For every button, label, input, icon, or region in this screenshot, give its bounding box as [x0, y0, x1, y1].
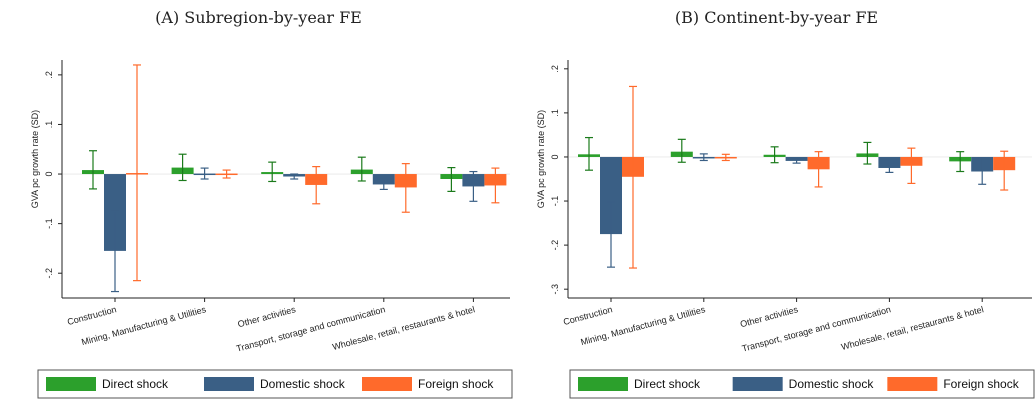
direct-shock-legend-swatch [46, 377, 96, 391]
domestic-shock-bar [878, 156, 901, 168]
y-tick-label: 0 [550, 154, 560, 159]
domestic-shock-legend-label: Domestic shock [260, 377, 346, 391]
panel-title: (B) Continent-by-year FE [674, 8, 879, 27]
y-axis-label: GVA pc growth rate (SD) [30, 110, 40, 208]
y-tick-label: 0 [44, 172, 54, 177]
y-tick-label: -.1 [44, 218, 54, 229]
direct-shock-legend-label: Direct shock [634, 377, 701, 391]
x-tick-label: Other activities [739, 304, 800, 329]
y-tick-label: .1 [44, 121, 54, 129]
y-tick-label: -.3 [550, 284, 560, 295]
foreign-shock-legend-swatch [362, 377, 412, 391]
x-tick-label: Transport, storage and communication [235, 304, 386, 353]
y-tick-label: .1 [550, 109, 560, 117]
bar-chart-b: -.3 -.2 -.1 0 .1 .2 GVA pc growth rate (SD) Con… [536, 60, 1035, 399]
y-tick-label: .2 [44, 71, 54, 79]
x-tick-label: Construction [562, 304, 613, 327]
domestic-shock-legend-label: Domestic shock [789, 377, 875, 391]
foreign-shock-legend-label: Foreign shock [943, 377, 1019, 391]
y-axis-label: GVA pc growth rate (SD) [536, 110, 546, 208]
foreign-shock-legend-swatch [887, 377, 938, 391]
x-tick-label: Transport, storage and communication [741, 304, 892, 353]
y-tick-label: -.2 [550, 240, 560, 251]
y-tick-label: -.1 [550, 196, 560, 207]
panel-title: (A) Subregion-by-year FE [155, 8, 362, 27]
y-tick-label: -.2 [44, 268, 54, 279]
panel-b: (B) Continent-by-year FE -.3 -.2 -.1 0 .1 .2 G… [518, 0, 1035, 416]
x-tick-label: Wholesale, retail, restaurants & hotel [331, 304, 476, 352]
x-tick-label: Other activities [237, 304, 298, 329]
direct-shock-legend-label: Direct shock [102, 377, 169, 391]
domestic-shock-legend-swatch [732, 377, 783, 391]
legend-box [569, 369, 1035, 399]
direct-shock-legend-swatch [578, 377, 628, 391]
y-tick-label: .2 [550, 65, 560, 73]
domestic-shock-bar [600, 156, 622, 235]
legend-box [37, 369, 513, 399]
domestic-shock-legend-swatch [204, 377, 254, 391]
bar-chart-a: -.2 -.1 0 .1 .2 GVA pc growth rate (SD) Constr… [30, 60, 513, 399]
panel-a: (A) Subregion-by-year FE -.2 -.1 0 .1 .2 GVA … [0, 0, 517, 416]
foreign-shock-legend-label: Foreign shock [418, 377, 494, 391]
x-tick-label: Construction [66, 304, 117, 327]
